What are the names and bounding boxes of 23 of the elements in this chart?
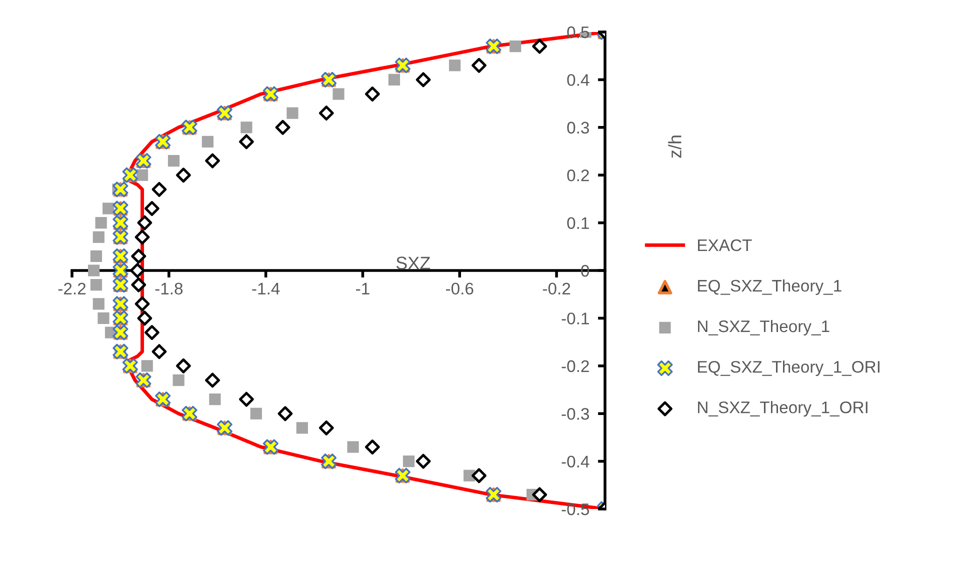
y-tick-label: -0.2 — [562, 360, 589, 372]
x-tick-label: -0.6 — [446, 282, 474, 295]
legend-label: N_SXZ_Theory_1_ORI — [698, 401, 868, 417]
y-tick-label: 0.2 — [567, 170, 589, 182]
x-tick-label: -0.2 — [542, 282, 570, 295]
x-tick-label: -1.4 — [252, 282, 280, 294]
x-tick-label: -2.2 — [58, 282, 86, 294]
y-tick-label: 0.3 — [567, 122, 589, 134]
y-tick-label: -0.3 — [562, 408, 589, 420]
y-tick-label: 0 — [581, 264, 590, 277]
x-axis-title: SXZ — [396, 256, 430, 270]
x-tick-label: -1 — [356, 282, 370, 294]
y-axis-title: z/h — [668, 136, 682, 158]
x-tick-label: -1.8 — [155, 282, 183, 295]
legend-label: N_SXZ_Theory_1 — [698, 320, 830, 336]
y-tick-label: -0.4 — [562, 456, 590, 468]
y-tick-label: 0.1 — [567, 217, 589, 230]
legend-label: EQ_SXZ_Theory_1 — [698, 279, 842, 295]
y-tick-label: -0.1 — [562, 312, 589, 324]
y-tick-label: 0.4 — [567, 74, 590, 86]
legend-label: EQ_SXZ_Theory_1_ORI — [698, 360, 880, 376]
legend-label: EXACT — [698, 239, 752, 252]
y-tick-label: 0.5 — [567, 26, 590, 38]
